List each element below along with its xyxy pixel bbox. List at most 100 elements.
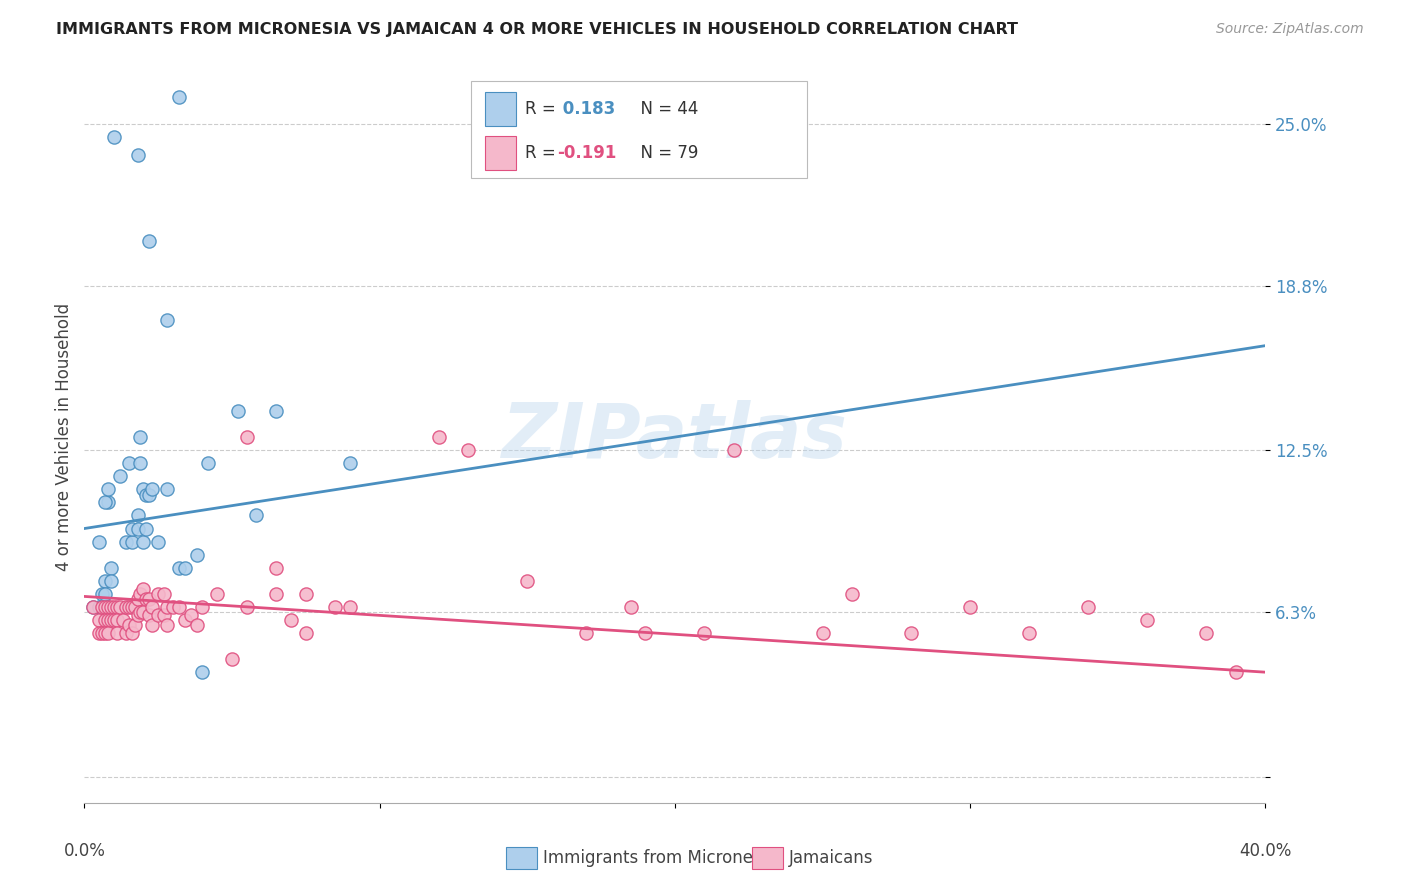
Point [114, 626, 136, 640]
Point [167, 560, 190, 574]
Text: Jamaicans: Jamaicans [789, 849, 873, 867]
Point [723, 443, 745, 458]
Point [118, 456, 141, 470]
Point [191, 599, 214, 614]
Point [105, 599, 128, 614]
Point [135, 521, 157, 535]
Point [138, 607, 160, 622]
Point [108, 469, 131, 483]
Point [141, 483, 163, 497]
Point [138, 487, 160, 501]
Point [124, 599, 146, 614]
Point [82, 599, 104, 614]
Point [323, 599, 347, 614]
Point [94, 599, 117, 614]
Point [114, 599, 136, 614]
Point [634, 626, 657, 640]
Point [295, 587, 318, 601]
Point [180, 607, 202, 622]
Point [91, 626, 114, 640]
Point [516, 574, 538, 588]
Point [87, 626, 111, 640]
Text: 40.0%: 40.0% [1239, 842, 1292, 860]
Point [191, 665, 214, 680]
Point [162, 599, 184, 614]
Point [129, 587, 152, 601]
Point [132, 605, 155, 619]
Point [1018, 626, 1040, 640]
Point [124, 618, 146, 632]
Point [97, 599, 120, 614]
Point [118, 599, 141, 614]
Point [221, 652, 243, 666]
Point [156, 599, 179, 614]
Text: R =: R = [524, 144, 561, 161]
Point [138, 234, 160, 248]
Point [135, 592, 157, 607]
Point [94, 626, 117, 640]
Point [127, 607, 149, 622]
Point [900, 626, 922, 640]
Point [97, 613, 120, 627]
Point [97, 599, 120, 614]
Point [138, 592, 160, 607]
Point [959, 599, 981, 614]
Point [167, 599, 190, 614]
Text: 0.0%: 0.0% [63, 842, 105, 860]
Point [132, 534, 155, 549]
Point [693, 626, 716, 640]
Point [87, 599, 111, 614]
Point [173, 560, 195, 574]
Text: Immigrants from Micronesia: Immigrants from Micronesia [543, 849, 776, 867]
Point [97, 626, 120, 640]
Point [141, 599, 163, 614]
Point [457, 443, 479, 458]
Point [575, 626, 598, 640]
Point [94, 587, 117, 601]
Point [100, 574, 122, 588]
Point [132, 582, 155, 596]
Text: -0.191: -0.191 [557, 144, 616, 161]
Point [129, 456, 152, 470]
Point [94, 574, 117, 588]
Point [811, 626, 834, 640]
Point [197, 456, 219, 470]
Point [156, 483, 179, 497]
Point [121, 534, 143, 549]
Point [226, 404, 249, 418]
Point [127, 148, 149, 162]
Point [105, 626, 128, 640]
Point [339, 456, 361, 470]
Point [127, 521, 149, 535]
Point [108, 599, 131, 614]
Point [153, 587, 176, 601]
Point [1136, 613, 1159, 627]
Point [105, 613, 128, 627]
Point [94, 613, 117, 627]
Point [148, 607, 170, 622]
Point [87, 534, 111, 549]
Point [91, 587, 114, 601]
Point [103, 129, 125, 144]
Text: Source: ZipAtlas.com: Source: ZipAtlas.com [1216, 22, 1364, 37]
Point [129, 430, 152, 444]
Point [114, 534, 136, 549]
Point [97, 483, 120, 497]
Point [235, 430, 259, 444]
Point [127, 592, 149, 607]
Point [103, 599, 125, 614]
Point [132, 483, 155, 497]
Point [121, 521, 143, 535]
Point [156, 312, 179, 326]
Point [339, 599, 361, 614]
Point [100, 613, 122, 627]
Point [97, 495, 120, 509]
Point [295, 626, 318, 640]
Point [129, 605, 152, 619]
Point [1225, 665, 1247, 680]
Point [91, 599, 114, 614]
Point [121, 626, 143, 640]
Point [619, 599, 641, 614]
Point [148, 587, 170, 601]
Point [91, 599, 114, 614]
